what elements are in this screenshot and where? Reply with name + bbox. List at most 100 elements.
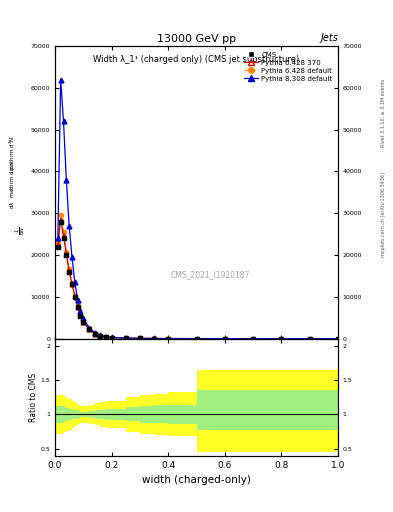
Pythia 6.428 default xyxy=(166,335,171,342)
Pythia 8.308 default xyxy=(81,315,86,321)
Pythia 6.428 default xyxy=(72,292,77,298)
CMS xyxy=(279,335,284,342)
Pythia 8.308 default xyxy=(279,335,284,342)
Text: mcplots.cern.ch [arXiv:1306.3436]: mcplots.cern.ch [arXiv:1306.3436] xyxy=(381,173,386,258)
Pythia 8.308 default xyxy=(152,335,156,342)
CMS xyxy=(194,335,199,342)
Pythia 6.428 default xyxy=(61,229,66,235)
Text: mathrm d$^2$N: mathrm d$^2$N xyxy=(8,136,17,172)
Pythia 6.428 370 xyxy=(251,335,255,342)
Pythia 8.308 default xyxy=(58,76,63,82)
CMS xyxy=(152,335,156,342)
Pythia 6.428 default xyxy=(123,335,128,341)
Pythia 6.428 default xyxy=(70,280,74,286)
CMS xyxy=(307,335,312,342)
Pythia 6.428 370 xyxy=(104,334,108,340)
Pythia 6.428 370 xyxy=(109,334,114,340)
Pythia 6.428 default xyxy=(109,334,114,340)
Pythia 8.308 default xyxy=(78,308,83,314)
Pythia 6.428 370 xyxy=(70,281,74,287)
Pythia 8.308 default xyxy=(92,329,97,335)
Pythia 6.428 370 xyxy=(72,293,77,300)
Pythia 8.308 default xyxy=(251,335,255,342)
CMS xyxy=(58,219,63,225)
CMS xyxy=(98,333,103,339)
Pythia 6.428 default xyxy=(98,332,103,338)
Text: CMS_2021_I1920187: CMS_2021_I1920187 xyxy=(171,270,250,279)
Pythia 8.308 default xyxy=(64,177,69,183)
Line: Pythia 6.428 370: Pythia 6.428 370 xyxy=(55,217,340,341)
Pythia 8.308 default xyxy=(70,254,74,260)
Line: Pythia 8.308 default: Pythia 8.308 default xyxy=(55,77,340,341)
CMS xyxy=(64,252,69,258)
Pythia 6.428 default xyxy=(104,334,108,340)
Line: Pythia 6.428 default: Pythia 6.428 default xyxy=(56,214,340,340)
Pythia 8.308 default xyxy=(67,223,72,229)
Pythia 6.428 370 xyxy=(222,335,227,342)
Pythia 8.308 default xyxy=(61,118,66,124)
CMS xyxy=(75,304,80,310)
Legend: CMS, Pythia 6.428 370, Pythia 6.428 default, Pythia 8.308 default: CMS, Pythia 6.428 370, Pythia 6.428 defa… xyxy=(242,50,334,84)
Pythia 6.428 default xyxy=(152,335,156,342)
Pythia 6.428 default xyxy=(222,335,227,342)
Pythia 6.428 default xyxy=(138,335,142,342)
Pythia 8.308 default xyxy=(307,335,312,342)
Pythia 6.428 default xyxy=(75,304,80,310)
Pythia 6.428 370 xyxy=(152,335,156,342)
CMS xyxy=(251,335,255,342)
Pythia 6.428 370 xyxy=(336,335,340,342)
CMS xyxy=(104,334,108,340)
Text: $\mathrm{d}\lambda$: $\mathrm{d}\lambda$ xyxy=(8,201,16,209)
Pythia 6.428 default xyxy=(279,335,284,342)
Pythia 6.428 default xyxy=(307,335,312,342)
CMS xyxy=(336,335,340,342)
Pythia 6.428 370 xyxy=(92,330,97,336)
Pythia 8.308 default xyxy=(194,335,199,342)
Pythia 6.428 default xyxy=(67,266,72,272)
Pythia 6.428 370 xyxy=(166,335,171,342)
CMS xyxy=(138,335,142,342)
Pythia 8.308 default xyxy=(86,325,91,331)
X-axis label: width (charged-only): width (charged-only) xyxy=(142,475,251,485)
Pythia 6.428 370 xyxy=(98,333,103,339)
Pythia 6.428 default xyxy=(55,240,60,246)
CMS xyxy=(67,269,72,275)
Line: CMS: CMS xyxy=(56,220,340,340)
CMS xyxy=(109,334,114,340)
Pythia 6.428 370 xyxy=(75,304,80,310)
Text: Jets: Jets xyxy=(320,33,338,44)
CMS xyxy=(123,335,128,341)
CMS xyxy=(78,313,83,319)
Pythia 6.428 370 xyxy=(61,233,66,239)
Pythia 6.428 370 xyxy=(81,318,86,325)
Text: $\frac{1}{\mathrm{d}N}$: $\frac{1}{\mathrm{d}N}$ xyxy=(14,226,28,235)
Pythia 8.308 default xyxy=(123,335,128,341)
CMS xyxy=(222,335,227,342)
Pythia 8.308 default xyxy=(166,335,171,342)
Pythia 8.308 default xyxy=(98,332,103,338)
Pythia 6.428 370 xyxy=(86,326,91,332)
Pythia 8.308 default xyxy=(55,236,60,242)
Pythia 6.428 default xyxy=(78,312,83,318)
CMS xyxy=(55,244,60,250)
Text: mathrm d $p_T$: mathrm d $p_T$ xyxy=(8,161,17,198)
Pythia 6.428 370 xyxy=(55,242,60,248)
Pythia 6.428 370 xyxy=(123,335,128,341)
Title: 13000 GeV pp: 13000 GeV pp xyxy=(157,34,236,44)
Pythia 8.308 default xyxy=(109,334,114,340)
Pythia 6.428 370 xyxy=(64,251,69,258)
CMS xyxy=(81,319,86,325)
Pythia 8.308 default xyxy=(336,335,340,342)
Pythia 6.428 370 xyxy=(279,335,284,342)
Pythia 6.428 default xyxy=(86,326,91,332)
Pythia 6.428 default xyxy=(64,249,69,255)
Text: Width λ_1¹ (charged only) (CMS jet substructure): Width λ_1¹ (charged only) (CMS jet subst… xyxy=(94,55,299,64)
Pythia 6.428 default xyxy=(81,318,86,325)
Pythia 6.428 default xyxy=(92,330,97,336)
Pythia 6.428 default xyxy=(251,335,255,342)
Pythia 6.428 370 xyxy=(307,335,312,342)
Pythia 6.428 370 xyxy=(138,335,142,342)
Pythia 6.428 default xyxy=(194,335,199,342)
Pythia 6.428 default xyxy=(58,212,63,219)
CMS xyxy=(70,281,74,287)
